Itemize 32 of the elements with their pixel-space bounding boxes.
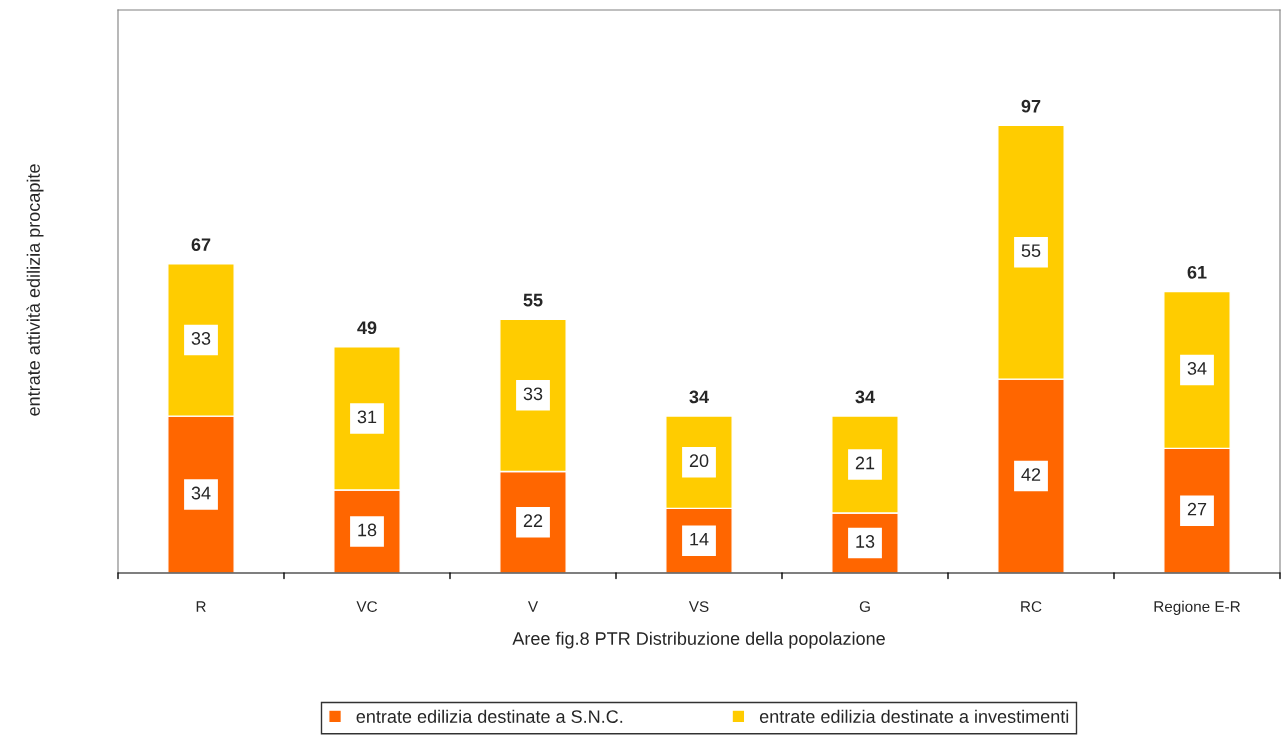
y-axis-title: entrate attività edilizia procapite: [26, 164, 44, 416]
data-label: 18: [358, 523, 377, 537]
x-tick-label: Regione E-R: [1154, 600, 1241, 616]
legend-label: entrate edilizia destinate a S.N.C.: [356, 709, 623, 723]
data-label: 27: [1187, 502, 1207, 516]
data-label: 34: [1187, 362, 1207, 375]
total-label: 34: [689, 390, 709, 404]
total-label: 55: [523, 293, 543, 307]
data-label: 22: [523, 514, 543, 527]
total-label: 34: [855, 390, 875, 404]
data-label: 33: [523, 387, 543, 401]
x-tick-label: VS: [688, 601, 709, 612]
total-label: 97: [1021, 99, 1041, 113]
x-axis-title: Aree fig.8 PTR Distribuzione della popolazione: [512, 631, 885, 649]
x-tick-label: RC: [1021, 601, 1042, 612]
data-label: 21: [855, 456, 875, 470]
data-label: 55: [1021, 244, 1041, 258]
total-label: 49: [357, 321, 377, 335]
legend-label: entrate edilizia destinate a investimenti: [759, 709, 1069, 723]
total-label: 61: [1187, 265, 1207, 279]
x-tick-label: V: [527, 601, 539, 612]
x-tick-label: G: [859, 601, 870, 612]
data-label: 42: [1021, 468, 1041, 481]
data-label: 20: [689, 454, 709, 468]
data-label: 13: [856, 535, 875, 548]
total-label: 67: [191, 238, 211, 252]
data-label: 31: [357, 410, 377, 424]
data-label: 33: [191, 332, 211, 345]
data-label: 14: [690, 532, 709, 546]
x-tick-label: R: [196, 601, 206, 612]
x-tick-label: VC: [356, 601, 378, 612]
data-label: 34: [191, 486, 211, 500]
